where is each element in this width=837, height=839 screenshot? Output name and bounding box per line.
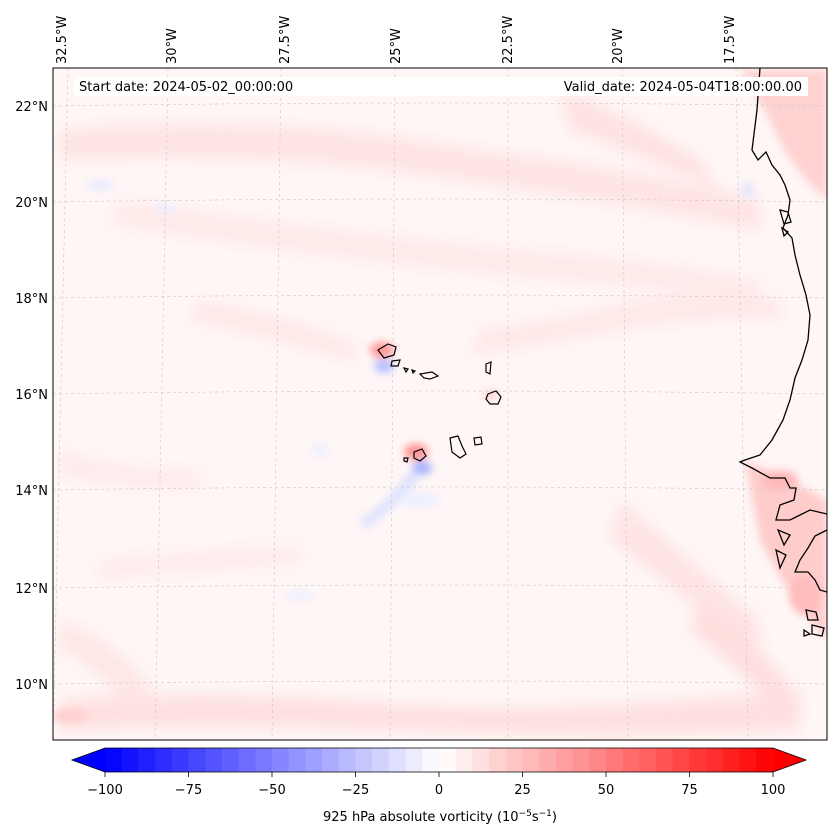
colorbar-cells (105, 748, 774, 772)
start-date-box (74, 77, 314, 96)
colorbar-cell (372, 748, 390, 772)
colorbar-cell (505, 748, 523, 772)
colorbar-cell (606, 748, 624, 772)
map-panel: Start date: 2024-05-02_00:00:00 Valid_da… (52, 67, 828, 741)
lat-label-16n: 16°N (15, 388, 48, 403)
colorbar-cell (255, 748, 273, 772)
colorbar-cell (422, 748, 440, 772)
colorbar-cell (706, 748, 724, 772)
colorbar-cell (722, 748, 740, 772)
island-santiago (449, 435, 467, 459)
lat-label-18n: 18°N (15, 292, 48, 307)
latitude-labels: 22°N 20°N 18°N 16°N 14°N 12°N 10°N (15, 100, 48, 693)
colorbar-tick-label: 50 (598, 783, 615, 798)
lon-label-25w: 25°W (389, 28, 404, 64)
lat-label-20n: 20°N (15, 196, 48, 211)
lat-label-22n: 22°N (15, 100, 48, 115)
gridlines (53, 68, 827, 740)
colorbar-cell (589, 748, 607, 772)
colorbar-cell (522, 748, 540, 772)
colorbar-cell (739, 748, 757, 772)
cape-verde-islands (377, 343, 502, 463)
colorbar-cell (105, 748, 123, 772)
lon-label-22-5w: 22.5°W (501, 16, 516, 64)
colorbar-tick-label: 25 (514, 783, 531, 798)
colorbar-cell (138, 748, 156, 772)
colorbar-cell (272, 748, 290, 772)
lon-label-32-5w: 32.5°W (55, 16, 70, 64)
colorbar-cell (622, 748, 640, 772)
colorbar-cell (322, 748, 340, 772)
valid-date-text: Valid_date: 2024-05-04T18:00:00.00 (564, 80, 802, 95)
colorbar-cell (221, 748, 239, 772)
colorbar-cell (121, 748, 139, 772)
colorbar-ticks: −100 −75 −50 −25 0 25 50 75 100 (87, 772, 785, 798)
lat-label-12n: 12°N (15, 582, 48, 597)
lon-label-17-5w: 17.5°W (723, 16, 738, 64)
colorbar-cell (555, 748, 573, 772)
colorbar-cell (639, 748, 657, 772)
colorbar-tick-label: 75 (681, 783, 698, 798)
colorbar-cell (338, 748, 356, 772)
colorbar-cell (288, 748, 306, 772)
colorbar-cell (355, 748, 373, 772)
colorbar-cell (388, 748, 406, 772)
colorbar-cell (405, 748, 423, 772)
colorbar-cell (205, 748, 223, 772)
lon-label-20w: 20°W (611, 28, 626, 64)
colorbar-cell (238, 748, 256, 772)
colorbar-tick-label: 100 (761, 783, 786, 798)
colorbar-cell (539, 748, 557, 772)
island-sao-nicolau (418, 371, 440, 380)
colorbar-cell (656, 748, 674, 772)
island-fogo (413, 448, 427, 462)
colorbar-tick-label: −25 (342, 783, 369, 798)
lon-label-30w: 30°W (165, 28, 180, 64)
island-maio (473, 436, 483, 446)
colorbar-cell (489, 748, 507, 772)
colorbar-extend-max (773, 748, 806, 772)
colorbar: −100 −75 −50 −25 0 25 50 75 100 925 hPa … (70, 747, 808, 825)
lat-label-10n: 10°N (15, 678, 48, 693)
colorbar-tick-label: −75 (175, 783, 202, 798)
colorbar-cell (689, 748, 707, 772)
island-raso (411, 369, 417, 375)
colorbar-cell (672, 748, 690, 772)
lon-label-27-5w: 27.5°W (278, 16, 293, 64)
lat-label-14n: 14°N (15, 484, 48, 499)
vorticity-field (53, 70, 827, 735)
island-sal (485, 361, 492, 375)
colorbar-cell (756, 748, 774, 772)
island-brava (403, 457, 409, 463)
island-santa-luzia (402, 367, 409, 374)
colorbar-label: 925 hPa absolute vorticity (10−5s−1) (323, 809, 557, 825)
colorbar-cell (305, 748, 323, 772)
valid-date-box (314, 77, 808, 96)
island-sao-vicente (390, 359, 401, 367)
island-santo-antao (377, 343, 397, 359)
map-frame (52, 67, 828, 741)
colorbar-cell (439, 748, 457, 772)
colorbar-cell (155, 748, 173, 772)
colorbar-tick-label: −50 (258, 783, 285, 798)
colorbar-cell (455, 748, 473, 772)
colorbar-cell (188, 748, 206, 772)
colorbar-extend-min (72, 748, 105, 772)
colorbar-tick-label: 0 (435, 783, 443, 798)
colorbar-cell (171, 748, 189, 772)
island-boa-vista (485, 390, 502, 405)
longitude-labels: 32.5°W 30°W 27.5°W 25°W 22.5°W 20°W 17.5… (55, 16, 738, 64)
colorbar-cell (472, 748, 490, 772)
start-date-text: Start date: 2024-05-02_00:00:00 (79, 80, 293, 95)
coastline (738, 68, 827, 637)
colorbar-tick-label: −100 (87, 783, 123, 798)
colorbar-cell (572, 748, 590, 772)
